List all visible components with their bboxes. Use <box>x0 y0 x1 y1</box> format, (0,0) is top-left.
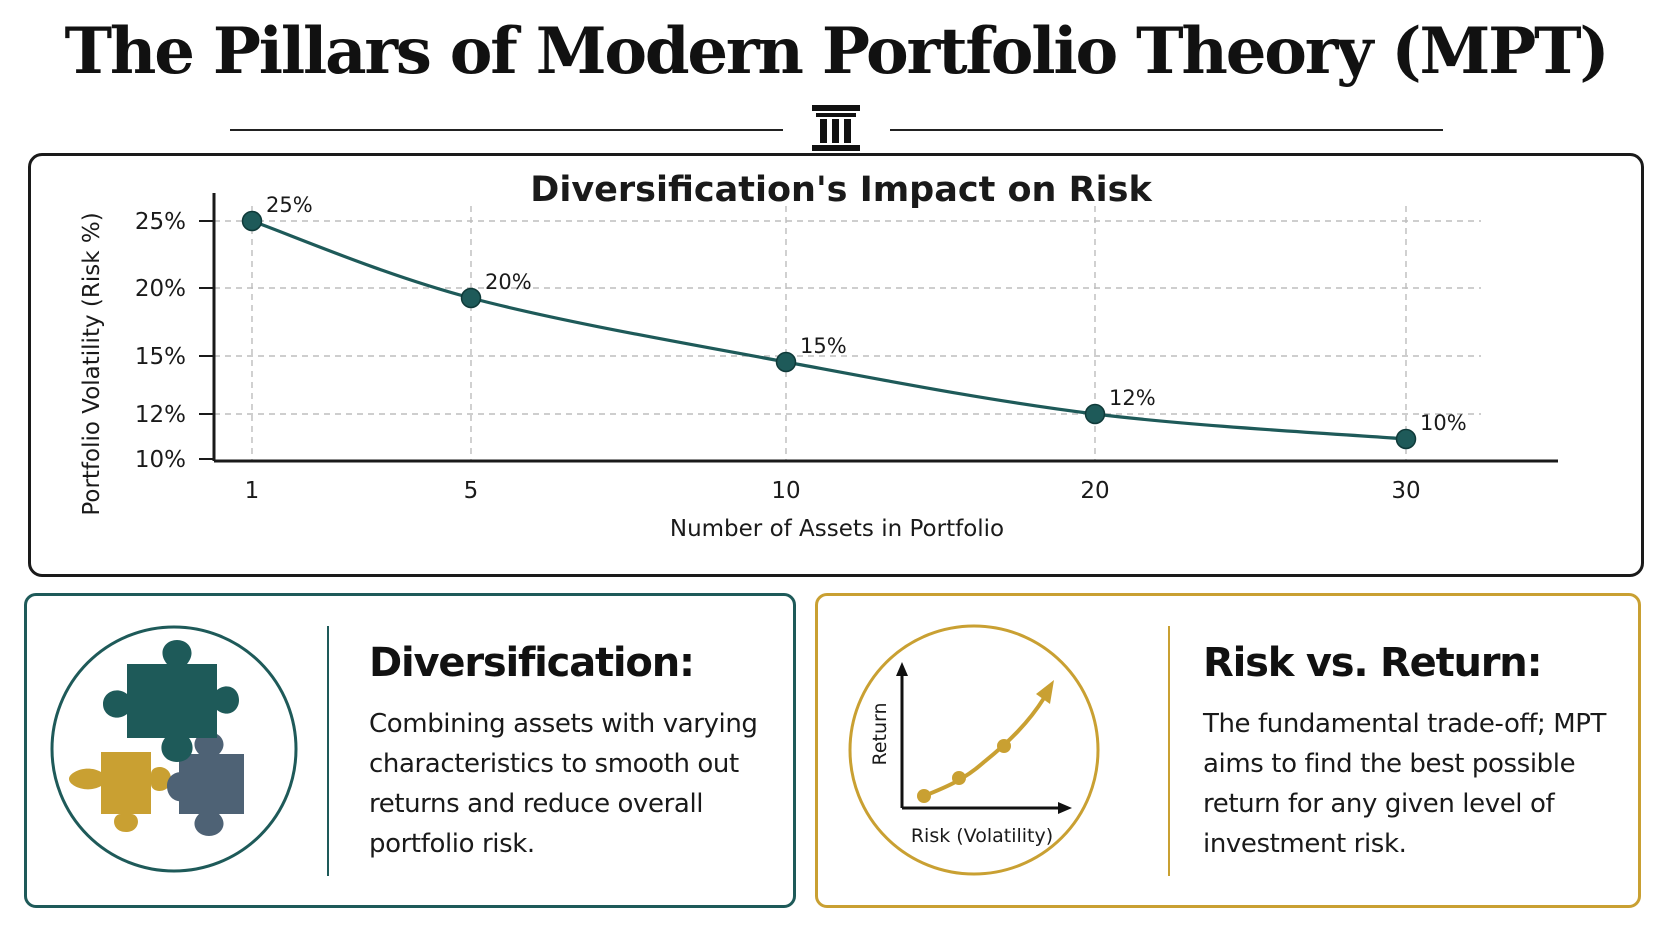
data-point <box>241 210 263 232</box>
data-label: 25% <box>266 193 313 217</box>
risk-return-chart-icon: Risk (Volatility) Return <box>848 624 1100 876</box>
x-tick-label: 30 <box>1391 478 1420 504</box>
data-point <box>460 287 482 309</box>
y-tick-label: 20% <box>135 276 186 302</box>
title-divider-left <box>230 129 783 131</box>
data-label: 10% <box>1420 411 1467 435</box>
risk-return-text: The fundamental trade-off; MPT aims to f… <box>1203 709 1606 859</box>
diversification-card: Diversification: Combining assets with v… <box>24 593 796 908</box>
card-divider <box>327 626 329 876</box>
data-point <box>775 351 797 373</box>
diversification-heading: Diversification: <box>369 640 695 686</box>
series-line <box>251 219 1407 441</box>
icon-y-label: Return <box>869 702 891 765</box>
diversification-text: Combining assets with varying characteri… <box>369 709 758 859</box>
x-tick-labels: 1 5 10 20 30 <box>245 478 1421 504</box>
risk-return-heading: Risk vs. Return: <box>1203 640 1543 686</box>
y-tick-label: 10% <box>135 447 186 473</box>
data-label: 15% <box>800 334 847 358</box>
icon-x-label: Risk (Volatility) <box>911 825 1053 847</box>
data-labels: 25% 20% 15% 12% 10% <box>266 193 1467 435</box>
y-tick-label: 15% <box>135 344 186 370</box>
x-axis-label: Number of Assets in Portfolio <box>670 516 1004 542</box>
data-label: 12% <box>1109 386 1156 410</box>
y-tick-label: 12% <box>135 402 186 428</box>
data-label: 20% <box>485 270 532 294</box>
grid-lines <box>214 206 1481 461</box>
data-points <box>241 210 1417 450</box>
title-divider-right <box>890 129 1443 131</box>
data-point <box>1084 403 1106 425</box>
diversification-risk-chart: Diversification's Impact on Risk 25% 20% 1… <box>79 170 1558 542</box>
x-tick-label: 20 <box>1080 478 1109 504</box>
x-tick-label: 1 <box>245 478 260 504</box>
chart-title: Diversification's Impact on Risk <box>530 170 1152 210</box>
pillar-icon <box>812 105 860 151</box>
chart-panel: Diversification's Impact on Risk 25% 20% 1… <box>28 153 1644 577</box>
y-axis-label: Portfolio Volatility (Risk %) <box>79 212 105 515</box>
y-tick-label: 25% <box>135 209 186 235</box>
risk-return-card: Risk (Volatility) Return Risk vs. Return… <box>815 593 1641 908</box>
puzzle-pieces-icon <box>50 625 298 873</box>
page-title: The Pillars of Modern Portfolio Theory (… <box>64 14 1609 89</box>
x-tick-label: 10 <box>771 478 800 504</box>
y-tick-labels: 25% 20% 15% 12% 10% <box>135 209 214 473</box>
data-point <box>1395 428 1417 450</box>
card-divider <box>1168 626 1170 876</box>
x-tick-label: 5 <box>464 478 479 504</box>
